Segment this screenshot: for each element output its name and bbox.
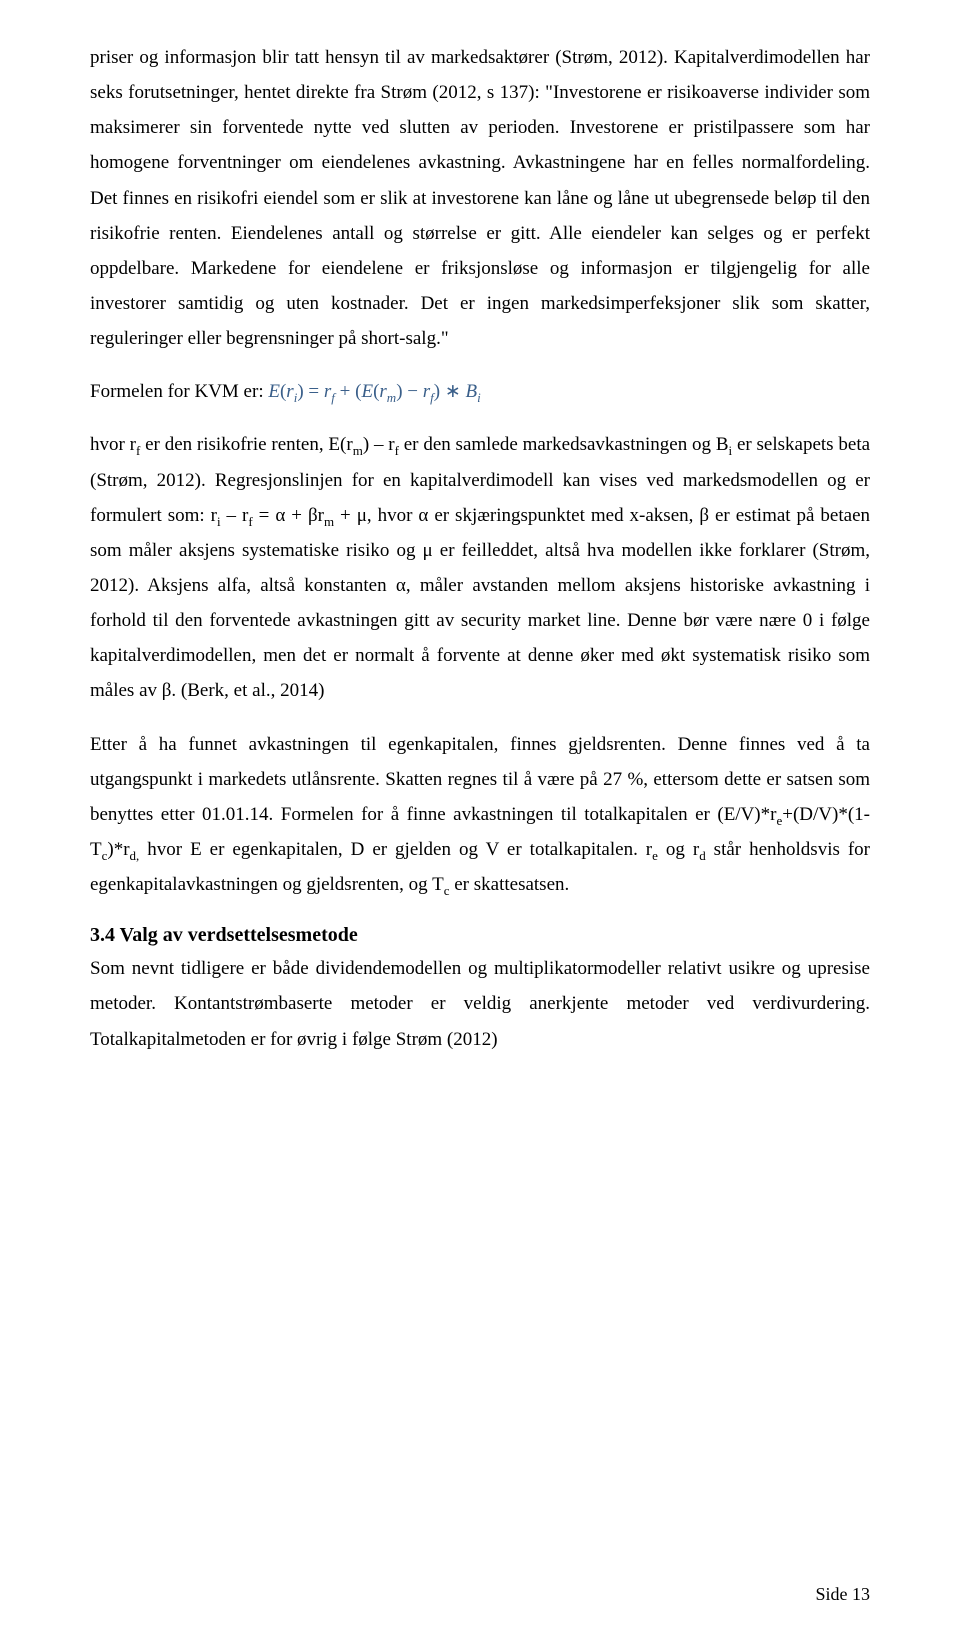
- text-run: er skattesatsen.: [449, 874, 569, 895]
- subscript-m: m: [353, 443, 363, 458]
- text-run: Etter å ha funnet avkastningen til egenk…: [90, 734, 870, 825]
- paragraph-4: Som nevnt tidligere er både dividendemod…: [90, 951, 870, 1056]
- text-run: og r: [658, 839, 699, 860]
- section-heading-3-4: 3.4 Valg av verdsettelsesmetode: [90, 924, 870, 947]
- text-run: = α + βr: [253, 505, 324, 526]
- paragraph-3: Etter å ha funnet avkastningen til egenk…: [90, 727, 870, 903]
- paragraph-1: priser og informasjon blir tatt hensyn t…: [90, 40, 870, 356]
- text-run: hvor E er egenkapitalen, D er gjelden og…: [139, 839, 652, 860]
- paragraph-2: hvor rf er den risikofrie renten, E(rm) …: [90, 427, 870, 708]
- subscript-m: m: [324, 513, 334, 528]
- formula-kvm-line: Formelen for KVM er: E(ri) = rf + (E(rm)…: [90, 374, 870, 409]
- formula-kvm: E(ri) = rf + (E(rm) − rf) ∗ Bi: [268, 381, 480, 402]
- text-run: )*r: [107, 839, 129, 860]
- text-run: + μ, hvor α er skjæringspunktet med x-ak…: [90, 505, 870, 702]
- page-number: Side 13: [815, 1584, 870, 1605]
- text-run: er den risikofrie renten, E(r: [140, 434, 352, 455]
- text-run: – r: [221, 505, 249, 526]
- subscript-d: d,: [130, 848, 140, 863]
- text-run: hvor r: [90, 434, 136, 455]
- text-run: ) – r: [363, 434, 395, 455]
- text-run: er den samlede markedsavkastningen og B: [399, 434, 729, 455]
- document-page: priser og informasjon blir tatt hensyn t…: [0, 0, 960, 1639]
- formula-label: Formelen for KVM er:: [90, 381, 268, 402]
